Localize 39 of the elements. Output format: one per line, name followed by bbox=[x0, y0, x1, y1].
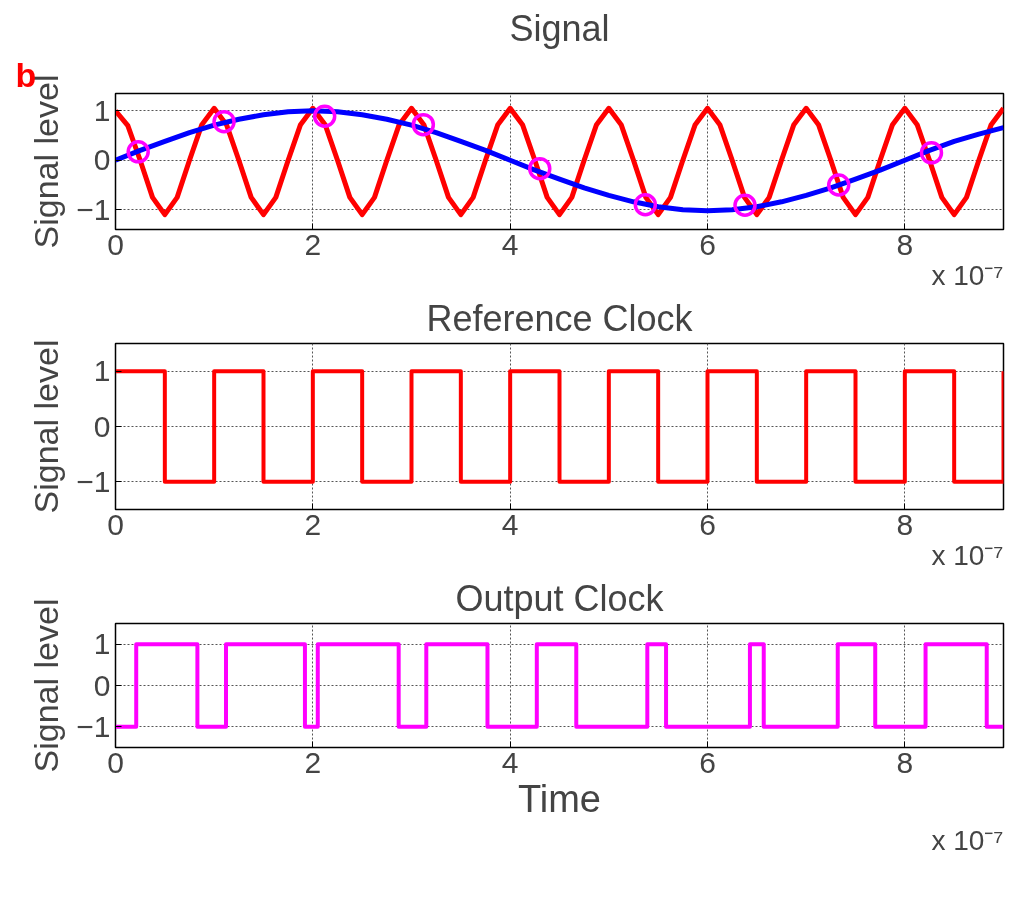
chart-title: Output Clock bbox=[455, 577, 665, 619]
point bbox=[919, 141, 944, 165]
y-tick-label: −1 bbox=[76, 709, 111, 743]
x-tick-label: 2 bbox=[304, 227, 322, 261]
point bbox=[633, 193, 658, 217]
y-tick-label: 0 bbox=[93, 409, 111, 443]
x-tick-label: 6 bbox=[699, 227, 716, 261]
y-axis-title: Signal level bbox=[27, 598, 66, 773]
x-tick-label: 2 bbox=[304, 507, 322, 541]
text: x 10⁻⁷ bbox=[931, 259, 1004, 291]
point bbox=[528, 156, 552, 181]
y-tick-label: 0 bbox=[93, 668, 111, 702]
chart-title: Signal bbox=[509, 7, 610, 49]
x-tick-label: 4 bbox=[501, 227, 519, 261]
x-tick-label: 4 bbox=[501, 745, 519, 779]
point bbox=[212, 109, 236, 134]
y-tick-label: −1 bbox=[76, 192, 111, 226]
y-tick-label: 1 bbox=[93, 93, 111, 127]
x-tick-label: 8 bbox=[896, 227, 914, 261]
x-axis-title: Time bbox=[517, 777, 602, 820]
x-tick-label: 2 bbox=[304, 745, 322, 779]
point bbox=[312, 104, 337, 128]
chart-title: Reference Clock bbox=[426, 297, 694, 339]
x-tick-label: 4 bbox=[501, 507, 519, 541]
point bbox=[411, 112, 436, 137]
text: x 10⁻⁷ bbox=[931, 539, 1004, 571]
y-tick-label: −1 bbox=[76, 464, 111, 498]
point bbox=[733, 193, 757, 217]
point bbox=[126, 140, 150, 164]
y-tick-label: 0 bbox=[93, 143, 111, 177]
y-tick-label: 1 bbox=[93, 354, 111, 388]
x-tick-label: 6 bbox=[699, 745, 716, 779]
y-axis-title: Signal level bbox=[27, 339, 66, 514]
x-tick-label: 8 bbox=[896, 507, 914, 541]
point bbox=[826, 173, 851, 197]
x-tick-label: 8 bbox=[896, 745, 914, 779]
x-tick-label: 6 bbox=[699, 507, 716, 541]
text: x 10⁻⁷ bbox=[931, 824, 1004, 856]
y-tick-label: 1 bbox=[93, 627, 111, 661]
